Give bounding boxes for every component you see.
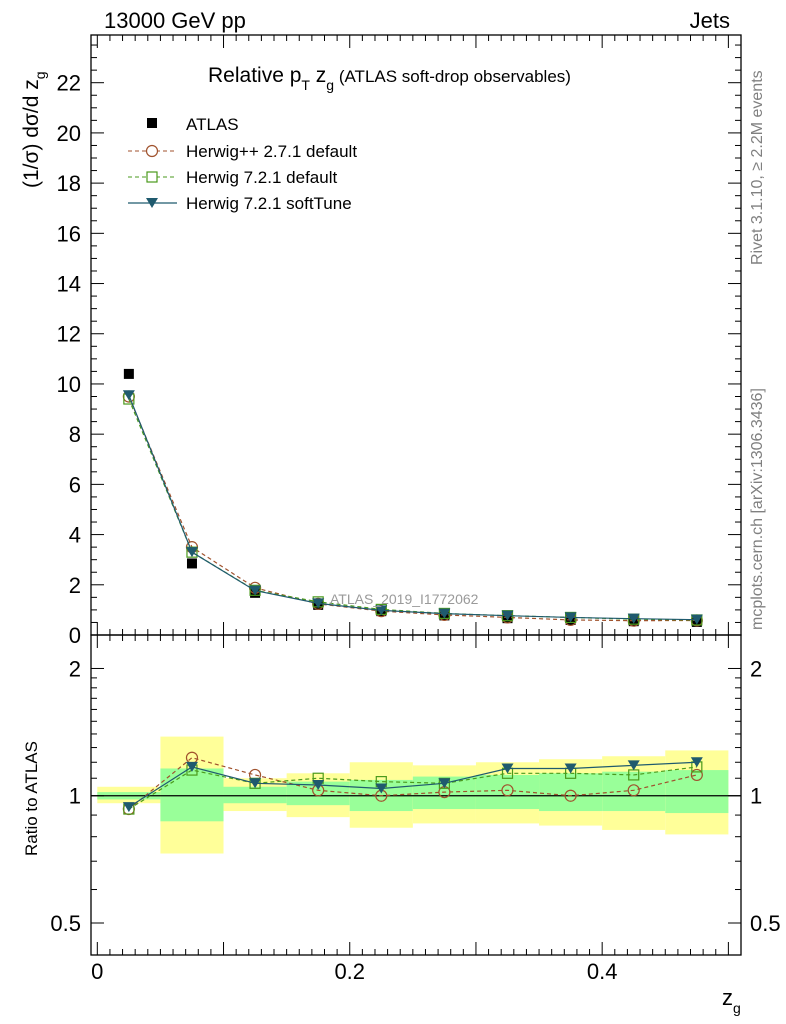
main-y-tick-label: 14 (57, 272, 81, 297)
x-tick-label: 0.2 (334, 959, 365, 984)
legend-softtune-marker (146, 198, 158, 208)
ratio-y-tick-label: 0.5 (50, 911, 81, 936)
main-y-tick-label: 18 (57, 171, 81, 196)
ratio-stat-uncertainty-band (539, 773, 603, 812)
ratio-point-softtune (438, 778, 451, 789)
main-point-atlas (186, 558, 197, 569)
ratio-stat-uncertainty-band (160, 768, 224, 822)
ratio-plot-frame (90, 634, 742, 956)
ratio-point-softtune (375, 783, 388, 794)
x-tick-label: 0 (91, 959, 103, 984)
main-point-softtune (249, 585, 262, 596)
mcplots-source-label: mcplots.cern.ch [arXiv:1306.3436] (749, 388, 766, 630)
legend-herwig721-marker (146, 171, 158, 183)
ratio-line-softtune (128, 761, 697, 808)
ratio-line-herwigpp (128, 757, 697, 810)
main-y-tick-label: 20 (57, 121, 81, 146)
header-group: Jets (690, 8, 730, 33)
legend-herwigpp-marker (145, 144, 159, 158)
analysis-tag: ATLAS_2019_I1772062 (330, 591, 479, 607)
main-y-tick-label: 6 (69, 472, 81, 497)
ratio-y-tick-label: 1 (69, 784, 81, 809)
ratio-point-softtune (690, 757, 703, 768)
ratio-y-tick-label-right: 0.5 (750, 911, 781, 936)
main-y-tick-label: 2 (69, 573, 81, 598)
ratio-point-softtune (185, 761, 198, 772)
main-line-herwigpp (128, 396, 697, 622)
main-point-softtune (438, 608, 451, 619)
ratio-point-softtune (564, 763, 577, 774)
ratio-point-herwigpp (690, 768, 703, 782)
main-y-tick-label: 12 (57, 322, 81, 347)
main-y-tick-label: 10 (57, 372, 81, 397)
legend-herwig721-label: Herwig 7.2.1 default (186, 168, 337, 187)
header-process: 13000 GeV pp (104, 8, 246, 33)
main-point-softtune (501, 610, 514, 621)
ratio-point-softtune (501, 763, 514, 774)
main-point-softtune (564, 612, 577, 623)
legend: ATLAS Herwig++ 2.7.1 default Herwig 7.2.… (128, 115, 357, 213)
legend-atlas-marker (147, 118, 157, 128)
x-tick-label: 0.4 (587, 959, 618, 984)
legend-atlas-label: ATLAS (186, 115, 239, 134)
main-point-atlas (123, 368, 134, 379)
main-line-softtune (128, 395, 697, 621)
main-point-softtune (375, 605, 388, 616)
ratio-stat-uncertainty-band (665, 770, 729, 814)
ratio-stat-uncertainty-band (286, 781, 350, 806)
main-plot-panel: 0 2 4 6 8 10 12 14 16 18 20 22 (57, 34, 742, 648)
x-axis-label: zg (722, 985, 741, 1016)
main-y-tick-label: 8 (69, 422, 81, 447)
ratio-point-softtune (312, 780, 325, 791)
main-y-tick-label: 4 (69, 523, 81, 548)
main-point-softtune (312, 598, 325, 609)
rivet-version-label: Rivet 3.1.10, ≥ 2.2M events (749, 70, 766, 265)
main-y-tick-label: 22 (57, 71, 81, 96)
main-line-herwig721 (128, 398, 697, 621)
main-point-softtune (690, 614, 703, 625)
main-y-axis-label: (1/σ) dσ/d zg (20, 71, 48, 188)
ratio-point-herwigpp (627, 784, 640, 797)
main-y-tick-label: 0 (69, 623, 81, 648)
ratio-point-softtune (627, 760, 640, 771)
ratio-line-herwig721 (128, 766, 697, 810)
main-point-softtune (122, 390, 135, 401)
main-point-softtune (627, 613, 640, 624)
ratio-y-tick-label-right: 2 (750, 656, 762, 681)
ratio-point-herwigpp (501, 784, 514, 797)
legend-herwigpp-label: Herwig++ 2.7.1 default (186, 142, 357, 161)
ratio-stat-uncertainty-band (602, 771, 666, 812)
ratio-y-tick-label: 2 (69, 656, 81, 681)
ratio-point-herwigpp (564, 789, 577, 802)
ratio-y-axis-label: Ratio to ATLAS (22, 741, 41, 856)
ratio-point-softtune (249, 778, 262, 789)
legend-softtune-label: Herwig 7.2.1 softTune (186, 194, 352, 213)
ratio-stat-uncertainty-band (223, 786, 287, 804)
main-y-tick-label: 16 (57, 221, 81, 246)
ratio-y-tick-label-right: 1 (750, 784, 762, 809)
ratio-point-softtune (122, 802, 135, 813)
ratio-plot-panel: 0.5 0.5 1 1 2 2 0 0.2 0.4 (50, 622, 781, 984)
main-point-softtune (185, 547, 198, 558)
plot-title: Relative pT zg (ATLAS soft-drop observab… (208, 64, 571, 93)
